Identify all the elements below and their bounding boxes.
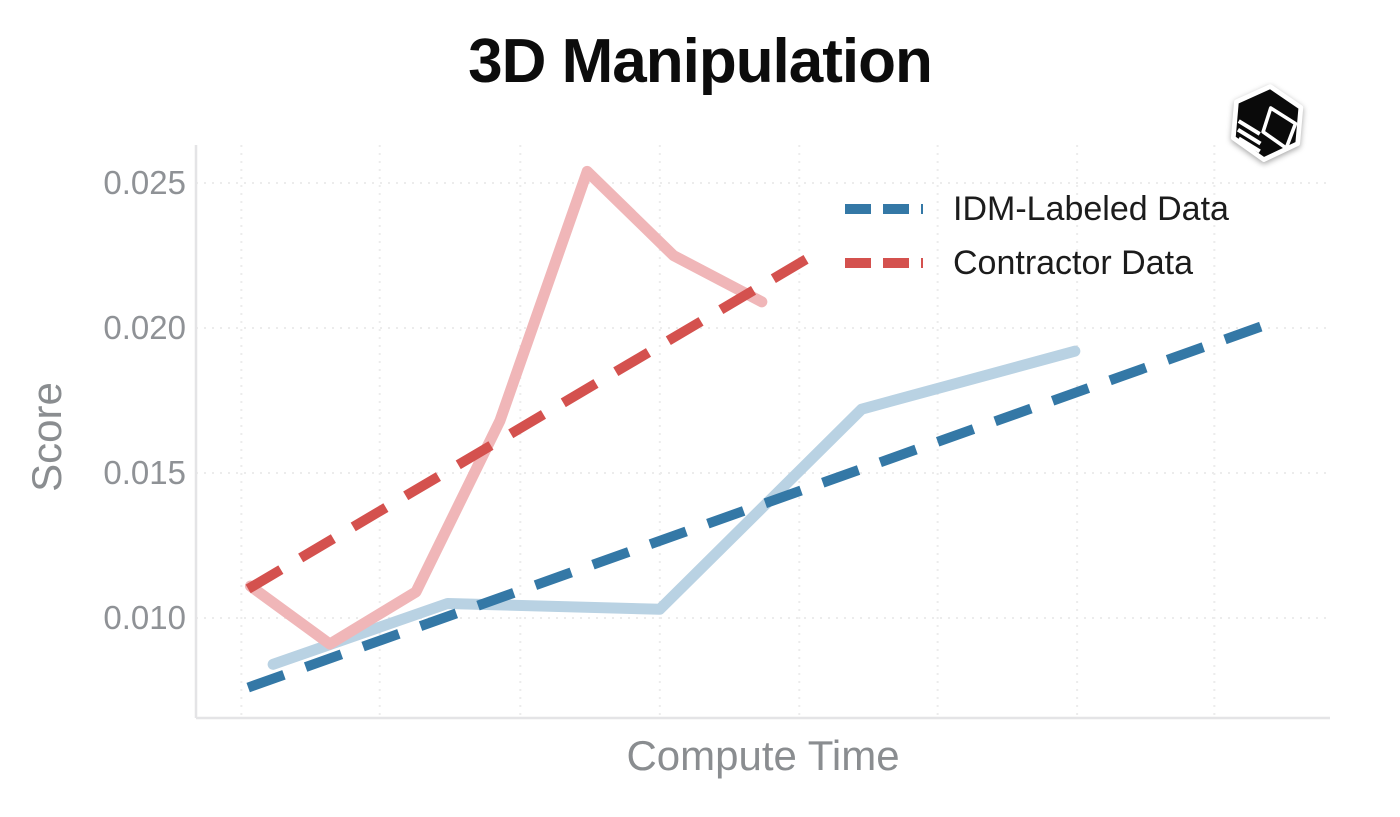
series-line-contractor-data-trend <box>245 248 820 594</box>
data-series <box>244 165 1275 693</box>
legend-item-contractor-data: Contractor Data <box>845 242 1229 284</box>
legend: IDM-Labeled Data Contractor Data <box>845 188 1229 284</box>
y-tick-label: 0.010 <box>103 598 186 636</box>
series-line-idm-labeled-data-observed <box>267 345 1081 670</box>
legend-label-contractor: Contractor Data <box>953 243 1193 282</box>
y-axis-label: Score <box>23 382 70 492</box>
axis-lines <box>194 145 1330 720</box>
gridlines <box>196 145 1330 718</box>
series-line-contractor-data-observed <box>244 165 768 650</box>
cube-logo-icon <box>1226 84 1308 163</box>
y-tick-label: 0.025 <box>103 163 186 201</box>
cube-logo-svg <box>1230 84 1304 162</box>
y-tick-label: 0.015 <box>103 453 186 491</box>
y-tick-label: 0.020 <box>103 308 186 346</box>
chart-title: 3D Manipulation <box>468 27 933 96</box>
blue-dashed-line-swatch <box>845 204 923 214</box>
x-axis-label: Compute Time <box>626 732 900 779</box>
legend-label-idm: IDM-Labeled Data <box>953 189 1229 228</box>
red-dashed-line-swatch <box>845 258 923 268</box>
legend-item-idm-labeled-data: IDM-Labeled Data <box>845 188 1229 230</box>
